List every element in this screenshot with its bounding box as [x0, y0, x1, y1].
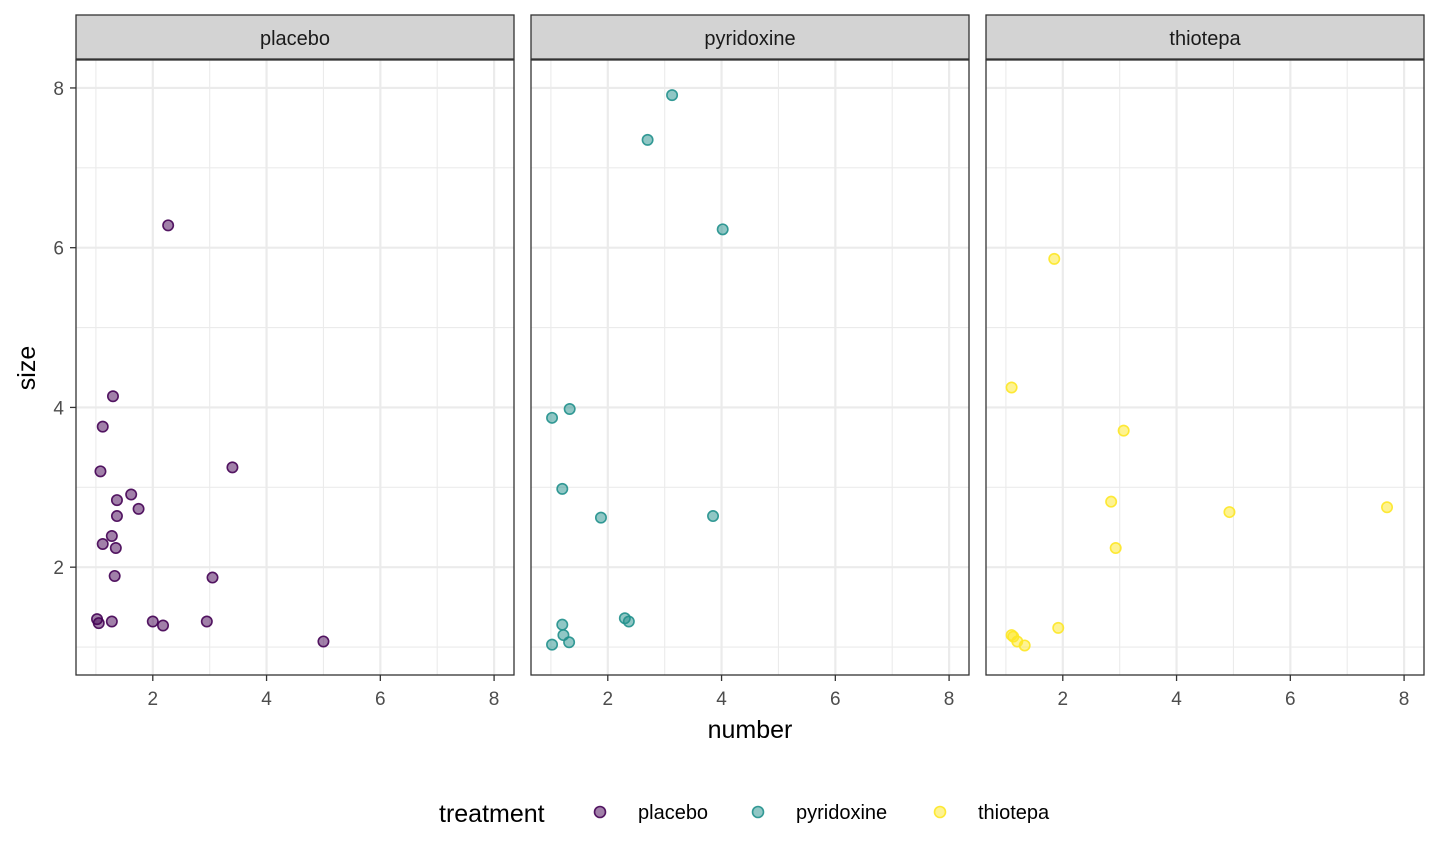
data-point-pyridoxine — [546, 638, 559, 651]
y-axis-title: size — [13, 346, 41, 390]
facet-strip-label: thiotepa — [1169, 28, 1241, 50]
data-point-thiotepa — [1109, 542, 1122, 555]
data-point-placebo — [200, 615, 213, 628]
data-point-placebo — [96, 538, 109, 551]
data-point-placebo — [109, 542, 122, 555]
data-point-placebo — [106, 390, 119, 403]
x-tick-label: 8 — [1399, 689, 1410, 710]
data-point-placebo — [105, 530, 118, 543]
facet-strip-thiotepa — [985, 14, 1425, 60]
data-point-pyridoxine — [641, 133, 654, 146]
x-tick-label: 4 — [261, 689, 272, 710]
x-tick-label: 6 — [830, 689, 841, 710]
x-axis-title: number — [708, 716, 793, 744]
legend-key — [933, 805, 947, 819]
facet-panel-placebo: placebo 2 4 6 8 2 4 6 8 — [53, 14, 515, 710]
data-point-pyridoxine — [622, 615, 635, 628]
legend-items: placebo pyridoxine thiotepa — [593, 802, 1050, 824]
data-point-placebo — [125, 488, 138, 501]
data-point-thiotepa — [1005, 381, 1018, 394]
data-point-pyridoxine — [707, 510, 720, 523]
facet-panel-thiotepa: thiotepa 2 4 6 8 — [985, 14, 1425, 710]
data-point-thiotepa — [1105, 495, 1118, 508]
panel-border — [985, 59, 1425, 676]
data-point-thiotepa — [1223, 506, 1236, 519]
legend-title: treatment — [439, 800, 545, 828]
panel-border — [530, 59, 970, 676]
facet-strip-placebo — [75, 14, 515, 60]
legend-item-pyridoxine: pyridoxine — [751, 802, 887, 824]
x-tick-label: 4 — [716, 689, 727, 710]
data-point-placebo — [206, 571, 219, 584]
data-point-thiotepa — [1117, 424, 1130, 437]
data-point-thiotepa — [1048, 252, 1061, 265]
facet-strip-label: pyridoxine — [704, 28, 795, 50]
data-point-pyridoxine — [556, 482, 569, 495]
legend-label: placebo — [638, 802, 708, 824]
data-point-thiotepa — [1052, 621, 1065, 634]
x-tick-label: 2 — [1058, 689, 1069, 710]
data-point-placebo — [317, 635, 330, 648]
legend-label: pyridoxine — [796, 802, 887, 824]
legend-label: thiotepa — [978, 802, 1050, 824]
legend: treatment placebo pyridoxine thiotepa — [439, 800, 1050, 828]
data-point-placebo — [226, 461, 239, 474]
data-point-placebo — [162, 219, 175, 232]
data-point-pyridoxine — [716, 223, 729, 236]
facet-panel-pyridoxine: pyridoxine 2 4 6 8 — [530, 14, 970, 710]
facet-strip-pyridoxine — [530, 14, 970, 60]
y-tick-label: 4 — [53, 398, 64, 419]
x-tick-label: 2 — [603, 689, 614, 710]
data-point-thiotepa — [1381, 501, 1394, 514]
facet-strip-label: placebo — [260, 28, 330, 50]
data-point-placebo — [110, 510, 123, 523]
data-point-thiotepa — [1018, 639, 1031, 652]
data-point-placebo — [94, 465, 107, 478]
data-point-pyridoxine — [563, 403, 576, 416]
data-point-placebo — [108, 569, 121, 582]
x-tick-label: 6 — [375, 689, 386, 710]
y-tick-label: 6 — [53, 239, 64, 260]
plot-area — [986, 60, 1424, 675]
panel-border — [75, 59, 515, 676]
y-tick-label: 8 — [53, 79, 64, 100]
legend-item-thiotepa: thiotepa — [933, 802, 1050, 824]
legend-key — [751, 805, 765, 819]
data-point-placebo — [110, 494, 123, 507]
plot-area — [76, 60, 514, 675]
data-point-placebo — [157, 619, 170, 632]
x-tick-label: 8 — [944, 689, 955, 710]
data-point-placebo — [92, 617, 105, 630]
data-point-pyridoxine — [594, 511, 607, 524]
data-point-placebo — [132, 502, 145, 515]
data-point-pyridoxine — [546, 411, 559, 424]
data-point-pyridoxine — [557, 629, 570, 642]
data-point-pyridoxine — [666, 89, 679, 102]
x-tick-label: 8 — [489, 689, 500, 710]
plot-area — [531, 60, 969, 675]
legend-key — [593, 805, 607, 819]
x-tick-label: 2 — [148, 689, 159, 710]
data-point-placebo — [96, 420, 109, 433]
x-tick-label: 4 — [1171, 689, 1182, 710]
data-point-placebo — [146, 615, 159, 628]
data-point-pyridoxine — [556, 618, 569, 631]
x-tick-label: 6 — [1285, 689, 1296, 710]
y-tick-label: 2 — [53, 558, 64, 579]
legend-item-placebo: placebo — [593, 802, 708, 824]
facet-panels: placebo 2 4 6 8 2 4 6 8 pyridoxine 2 4 6 8 thiotepa 2 4 6… — [53, 14, 1425, 710]
data-point-placebo — [105, 615, 118, 628]
